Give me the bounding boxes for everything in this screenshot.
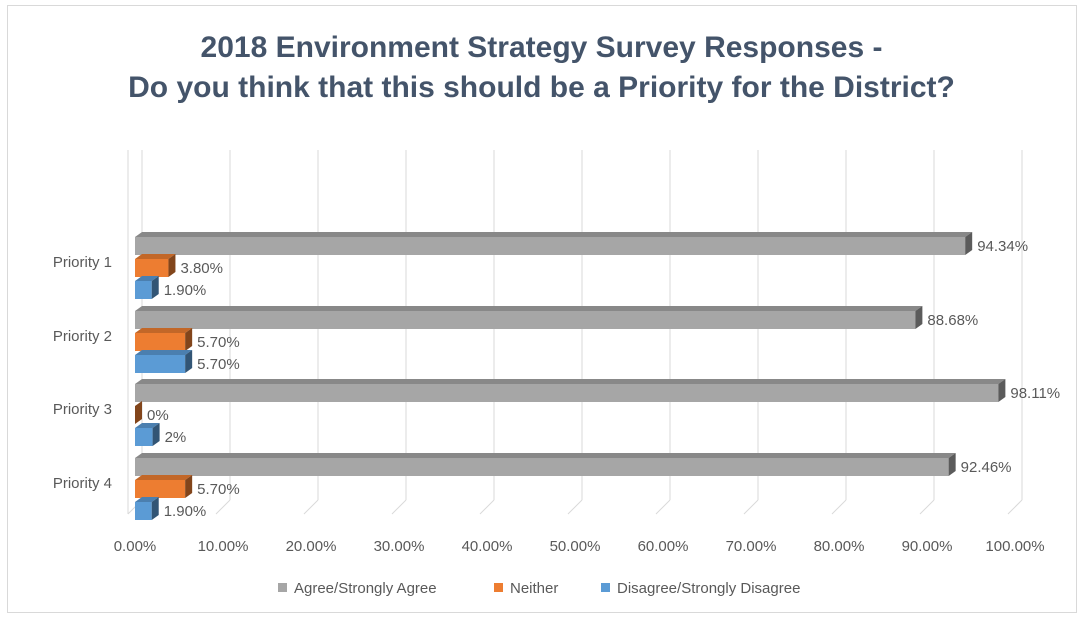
bar-top-face [135,276,159,281]
gridline [743,499,759,515]
bar-end-face [965,232,973,255]
legend-label: Disagree/Strongly Disagree [617,580,800,597]
bar-top-face [135,423,160,428]
gridline [567,499,583,515]
data-label: 98.11% [1010,385,1060,402]
x-tick-label: 100.00% [985,538,1044,555]
x-tick-label: 50.00% [550,538,601,555]
bar-end-face [185,328,193,351]
bar-top-face [135,379,1006,384]
bar-end-face [135,401,142,424]
bar-end-face [168,254,176,277]
bar-top-face [135,254,176,259]
legend-label: Neither [510,580,558,597]
data-label: 1.90% [164,282,207,299]
x-tick-label: 10.00% [198,538,249,555]
gridline [655,499,671,515]
bar-end-face [185,475,193,498]
chart-title-line-2: Do you think that this should be a Prior… [128,71,955,104]
bar-end-face [998,379,1006,402]
gridline [1007,499,1023,515]
data-label: 5.70% [197,334,240,351]
bar-end-face [152,423,160,446]
x-tick-label: 60.00% [638,538,689,555]
x-tick-label: 0.00% [114,538,157,555]
legend-label: Agree/Strongly Agree [294,580,437,597]
bar-end-face [948,453,956,476]
data-label: 94.34% [977,238,1028,255]
bar-end-face [151,497,159,520]
bar-top-face [135,328,193,333]
bar [135,502,152,520]
data-label: 5.70% [197,481,240,498]
gridline [479,499,495,515]
x-tick-label: 40.00% [462,538,513,555]
bar-end-face [915,306,923,329]
bar [135,237,966,255]
data-label: 92.46% [961,459,1012,476]
bar [135,259,169,277]
x-tick-label: 70.00% [726,538,777,555]
gridline [919,499,935,515]
category-label: Priority 4 [53,475,112,492]
bar-top-face [135,350,193,355]
bar [135,311,916,329]
bar [135,281,152,299]
x-tick-label: 80.00% [814,538,865,555]
data-label: 1.90% [164,503,207,520]
bar-top-face [135,232,973,237]
bar-top-face [135,497,159,502]
gridline [831,499,847,515]
data-label: 0% [147,407,169,424]
legend-swatch [601,583,610,592]
bar [135,458,949,476]
data-label: 3.80% [180,260,223,277]
bar [135,480,186,498]
category-label: Priority 2 [53,328,112,345]
gridline [303,499,319,515]
gridline [215,499,231,515]
data-label: 88.68% [927,312,978,329]
x-tick-label: 90.00% [902,538,953,555]
bar-end-face [185,350,193,373]
data-label: 5.70% [197,356,240,373]
bar [135,333,186,351]
bar [135,355,186,373]
bar [135,384,999,402]
bar-end-face [151,276,159,299]
bar-top-face [135,475,193,480]
legend-swatch [494,583,503,592]
data-label: 2% [165,429,187,446]
category-label: Priority 3 [53,401,112,418]
gridline [391,499,407,515]
bar-top-face [135,306,923,311]
chart-title: 2018 Environment Strategy Survey Respons… [0,28,1083,108]
legend-swatch [278,583,287,592]
bar-top-face [135,453,956,458]
bar [135,428,153,446]
x-tick-label: 20.00% [286,538,337,555]
category-label: Priority 1 [53,254,112,271]
x-tick-label: 30.00% [374,538,425,555]
chart-title-line-1: 2018 Environment Strategy Survey Respons… [200,31,883,64]
